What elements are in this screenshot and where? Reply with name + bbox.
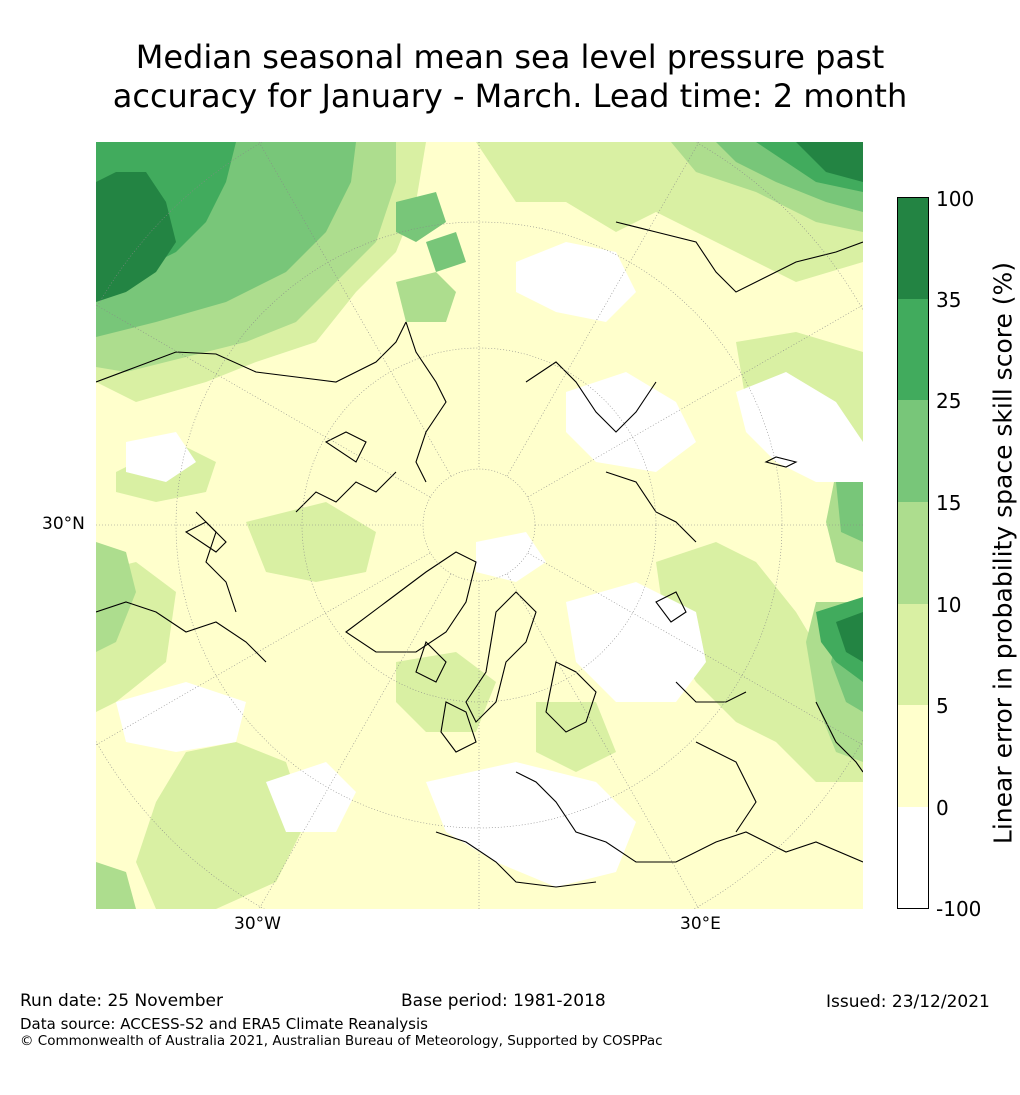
lat-label-30n: 30°N (42, 514, 85, 534)
colorbar-bin-35-100 (897, 197, 929, 299)
issued-date: Issued: 23/12/2021 (826, 992, 990, 1012)
lon-label-30e: 30°E (680, 914, 721, 934)
skill-band-negative (116, 242, 863, 887)
colorbar-bin-25-35 (897, 299, 929, 400)
colorbar-tick-neg100: -100 (936, 897, 982, 921)
coastlines (96, 221, 863, 888)
colorbar-bin-15-25 (897, 400, 929, 502)
graticule (96, 142, 863, 909)
colorbar-tick-5: 5 (936, 694, 949, 718)
data-source: Data source: ACCESS-S2 and ERA5 Climate … (20, 1015, 428, 1033)
colorbar-tick-25: 25 (936, 389, 962, 413)
chart-title-line-2: accuracy for January - March. Lead time:… (112, 77, 908, 115)
base-period: Base period: 1981-2018 (401, 991, 606, 1011)
colorbar (897, 197, 929, 909)
colorbar-tick-35: 35 (936, 288, 962, 312)
colorbar-tick-15: 15 (936, 491, 962, 515)
colorbar-bin-0-5 (897, 705, 929, 807)
chart-title: Median seasonal mean sea level pressure … (0, 38, 1020, 116)
skill-band-35-100 (96, 142, 863, 662)
colorbar-tick-100: 100 (936, 187, 975, 211)
colorbar-tick-10: 10 (936, 593, 962, 617)
colorbar-tick-0: 0 (936, 796, 949, 820)
chart-title-line-1: Median seasonal mean sea level pressure … (135, 38, 885, 76)
colorbar-bin-5-10 (897, 604, 929, 705)
colorbar-bin-10-15 (897, 502, 929, 604)
copyright: © Commonwealth of Australia 2021, Austra… (20, 1033, 663, 1049)
polar-map (96, 142, 863, 909)
lon-label-30w: 30°W (234, 914, 281, 934)
colorbar-label: Linear error in probability space skill … (988, 261, 1018, 845)
run-date: Run date: 25 November (20, 991, 223, 1011)
colorbar-bin-neg100-0 (897, 807, 929, 909)
